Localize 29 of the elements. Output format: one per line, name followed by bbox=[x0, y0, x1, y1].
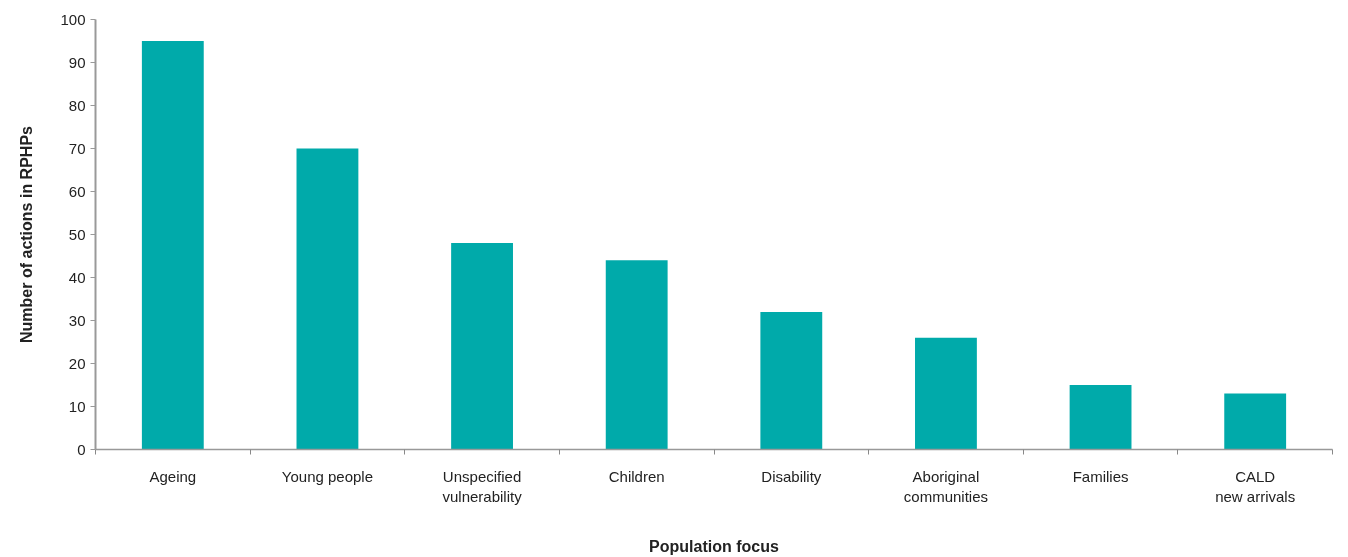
bar bbox=[915, 337, 977, 450]
y-tick-label: 90 bbox=[68, 53, 86, 71]
y-tick-label: 70 bbox=[68, 139, 86, 157]
y-axis-title: Number of actions in RPHPs bbox=[18, 125, 36, 343]
x-tick-label: Disability bbox=[761, 467, 822, 485]
x-tick-label: Aboriginal communities bbox=[903, 467, 989, 505]
bar bbox=[605, 260, 668, 450]
x-tick-label: Young people bbox=[281, 467, 374, 485]
x-tick-label: Families bbox=[1072, 467, 1129, 485]
bar bbox=[296, 148, 359, 450]
y-tick-label: 20 bbox=[68, 354, 86, 372]
x-tick-label: Unspecified vulnerability bbox=[442, 467, 523, 505]
y-tick-label: 0 bbox=[77, 440, 86, 458]
x-tick-label: CALD new arrivals bbox=[1215, 467, 1296, 505]
bar bbox=[760, 311, 823, 450]
y-tick-label: 80 bbox=[68, 96, 86, 114]
x-tick-label: Children bbox=[608, 467, 665, 485]
y-tick-label: 60 bbox=[68, 182, 86, 200]
y-tick-label: 50 bbox=[68, 225, 86, 243]
x-tick-label: Ageing bbox=[149, 467, 197, 485]
bar bbox=[1069, 385, 1132, 450]
x-axis-title: Population focus bbox=[649, 537, 779, 555]
bar bbox=[1224, 393, 1287, 450]
bar bbox=[141, 41, 204, 450]
y-tick-label: 40 bbox=[68, 268, 86, 286]
y-tick-label: 10 bbox=[68, 397, 86, 415]
y-tick-label: 30 bbox=[68, 311, 86, 329]
y-tick-label: 100 bbox=[60, 10, 86, 28]
bar bbox=[451, 243, 513, 450]
